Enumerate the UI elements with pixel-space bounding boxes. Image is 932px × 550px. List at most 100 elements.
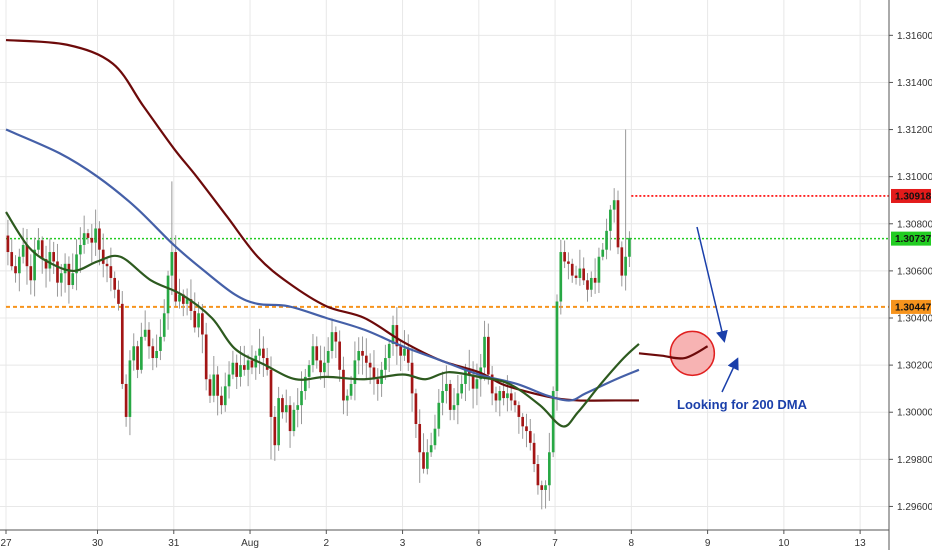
candle [124, 374, 128, 427]
horizontal-levels [6, 195, 889, 308]
candle-body [441, 391, 444, 403]
candle [6, 219, 10, 266]
candle-body [128, 360, 132, 417]
candle-body [593, 277, 597, 283]
candle-body [368, 362, 372, 368]
candlestick-series [6, 129, 631, 510]
candle-body [6, 235, 10, 253]
projected-ma-line [638, 345, 709, 360]
candle [94, 209, 97, 256]
candle-body [399, 346, 402, 356]
candle-body [487, 336, 490, 375]
candle [525, 413, 528, 448]
candle-body [52, 252, 55, 262]
candle-body [330, 332, 334, 351]
candle-body [555, 301, 559, 392]
candle-body [292, 409, 296, 432]
candle [246, 354, 250, 387]
candle [452, 388, 456, 421]
candle-body [429, 445, 433, 453]
candle [284, 389, 288, 423]
candle [212, 355, 216, 403]
candle-body [601, 249, 605, 257]
candle [487, 323, 490, 385]
candle-body [262, 348, 265, 359]
candle-body [10, 252, 14, 267]
candle-body [609, 209, 612, 231]
candle-body [345, 395, 349, 401]
candle [624, 129, 627, 291]
candle [143, 310, 147, 341]
candle-body [25, 244, 29, 267]
candle [109, 247, 113, 292]
candle [75, 239, 78, 291]
y-tick-label: 1.30800 [897, 219, 932, 230]
candle-body [452, 405, 456, 410]
candle [262, 336, 265, 377]
candle-body [37, 240, 40, 250]
candle-body [18, 256, 21, 274]
candle-body [79, 244, 82, 255]
candle [25, 229, 29, 285]
candle [273, 406, 277, 461]
candle-body [506, 393, 509, 399]
candle-body [132, 346, 136, 361]
candle-body [220, 395, 223, 406]
candle-body [250, 360, 254, 368]
candle [170, 181, 174, 295]
moving-average-line [5, 128, 640, 402]
candle-body [44, 259, 48, 269]
y-tick-label: 1.30600 [897, 266, 932, 277]
y-tick-label: 1.30000 [897, 408, 932, 419]
candle [433, 414, 437, 450]
candle-body [376, 379, 380, 384]
candle-body [567, 261, 570, 264]
candle-body [258, 348, 261, 356]
candle [372, 350, 376, 395]
candle [589, 271, 593, 297]
candle [18, 248, 21, 292]
candle [14, 255, 17, 283]
candle-body [326, 350, 330, 363]
candle [90, 224, 94, 263]
x-tick-label: 9 [705, 538, 711, 549]
candle-body [155, 350, 158, 359]
candle-body [338, 341, 341, 370]
y-tick-label: 1.31600 [897, 31, 932, 42]
candle [52, 241, 55, 274]
candle-body [208, 379, 212, 396]
candle-body [124, 383, 128, 417]
candle-body [151, 346, 155, 359]
candle-body [174, 252, 178, 302]
y-axis: 1.31600 1.31400 1.31200 1.31000 1.30800 1.306… [888, 0, 932, 550]
candle [456, 374, 460, 425]
candle [536, 454, 540, 495]
candle [582, 257, 586, 286]
candle-body [502, 391, 505, 399]
candle [490, 365, 494, 406]
candle-body [246, 360, 250, 370]
x-tick-label: 2 [324, 538, 330, 549]
candle-body [384, 358, 387, 370]
candle-body [159, 336, 162, 351]
candle-body [395, 325, 399, 347]
candle [254, 350, 258, 380]
candle [136, 340, 139, 379]
target-circle [669, 330, 716, 377]
x-tick-label: 6 [476, 538, 482, 549]
candle [98, 221, 101, 266]
candle-body [277, 398, 280, 446]
candle-body [483, 336, 486, 368]
candle-body [59, 273, 63, 283]
candle-body [227, 374, 231, 387]
candle [426, 439, 429, 475]
candle-body [162, 313, 166, 337]
price-badge-label: 1.30737 [895, 234, 932, 245]
candle [593, 258, 597, 294]
candle [242, 345, 246, 376]
candle-body [460, 383, 463, 394]
candle-body [410, 362, 414, 394]
candle [44, 245, 48, 288]
candle-body [284, 405, 288, 413]
